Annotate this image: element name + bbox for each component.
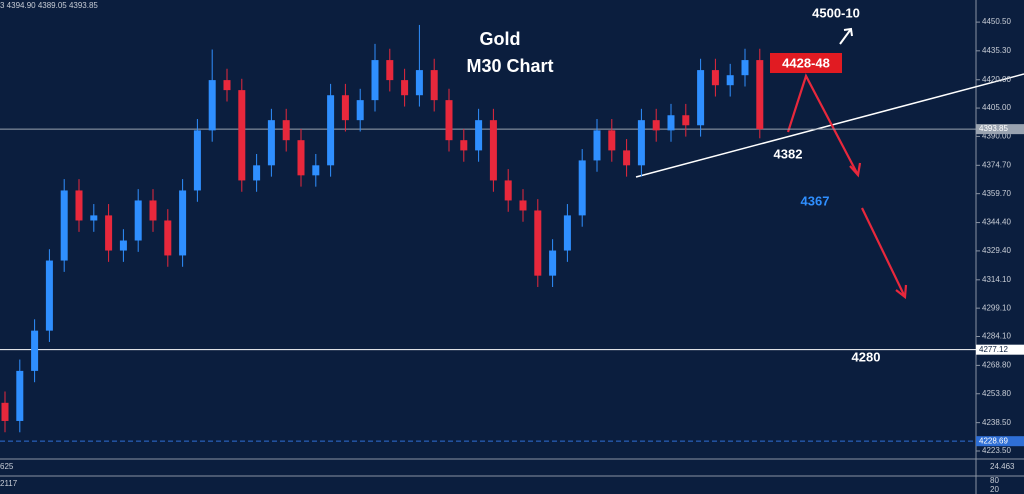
indicator-label: 24.463 bbox=[990, 462, 1015, 471]
candle-body bbox=[149, 200, 157, 221]
candle-body bbox=[504, 180, 512, 201]
candle-body bbox=[45, 260, 53, 331]
candle-body bbox=[460, 140, 468, 151]
y-tick-label: 4344.40 bbox=[982, 218, 1011, 227]
candle-body bbox=[327, 95, 335, 166]
level-box bbox=[976, 344, 1024, 355]
y-tick-label: 4450.50 bbox=[982, 17, 1011, 26]
candle-body bbox=[267, 120, 275, 166]
candle-body bbox=[756, 60, 764, 130]
candle-body bbox=[164, 220, 172, 256]
annotation: 4382 bbox=[774, 146, 803, 161]
y-tick-label: 4284.10 bbox=[982, 332, 1011, 341]
candle-body bbox=[430, 70, 438, 101]
candle-body bbox=[179, 190, 187, 256]
candle-body bbox=[341, 95, 349, 121]
candle-body bbox=[415, 70, 423, 96]
candle-body bbox=[282, 120, 290, 141]
y-tick-label: 4390.00 bbox=[982, 132, 1011, 141]
candle-body bbox=[489, 120, 497, 181]
candle-body bbox=[549, 250, 557, 276]
candle-body bbox=[637, 120, 645, 166]
candle-body bbox=[238, 90, 246, 181]
candle-body bbox=[119, 240, 127, 251]
candle-body bbox=[475, 120, 483, 151]
white-arrow bbox=[839, 27, 853, 45]
candle-body bbox=[75, 190, 83, 221]
indicator-label: 80 bbox=[990, 476, 999, 485]
red-arrow bbox=[786, 73, 859, 176]
annotation: 4428-48 bbox=[782, 55, 830, 70]
y-tick-label: 4359.70 bbox=[982, 189, 1011, 198]
level-label: 4228.69 bbox=[979, 436, 1008, 445]
candle-body bbox=[667, 115, 675, 131]
candle-body bbox=[726, 75, 734, 86]
candle-body bbox=[519, 200, 527, 211]
y-tick-label: 4223.50 bbox=[982, 446, 1011, 455]
candle-body bbox=[445, 100, 453, 141]
y-tick-label: 4374.70 bbox=[982, 160, 1011, 169]
level-label: 4277.12 bbox=[979, 345, 1008, 354]
annotation: 4367 bbox=[801, 193, 830, 208]
candle-body bbox=[563, 215, 571, 251]
candle-body bbox=[711, 70, 719, 86]
y-tick-label: 4299.10 bbox=[982, 303, 1011, 312]
annotation: 4280 bbox=[852, 349, 881, 364]
candle-body bbox=[1, 402, 9, 421]
annotation-box bbox=[770, 53, 842, 73]
y-tick-label: 4238.50 bbox=[982, 418, 1011, 427]
candle-body bbox=[356, 100, 364, 121]
y-tick-label: 4268.80 bbox=[982, 361, 1011, 370]
candle-body bbox=[682, 115, 690, 126]
level-box bbox=[976, 436, 1024, 447]
candle-body bbox=[208, 80, 216, 131]
candle-body bbox=[31, 330, 39, 371]
indicator-label: 20 bbox=[990, 485, 999, 494]
red-arrow bbox=[861, 207, 906, 298]
candle-body bbox=[90, 215, 98, 221]
chart-title: Gold bbox=[480, 29, 521, 49]
candle-body bbox=[312, 165, 320, 176]
annotation: 4500-10 bbox=[812, 5, 860, 20]
y-tick-label: 4329.40 bbox=[982, 246, 1011, 255]
indicator-label: 2117 bbox=[0, 479, 18, 488]
candle-body bbox=[134, 200, 142, 241]
arrows bbox=[786, 73, 908, 300]
candle-body bbox=[608, 130, 616, 151]
candle-body bbox=[593, 130, 601, 161]
arrow-head bbox=[895, 284, 908, 300]
chart-subtitle: M30 Chart bbox=[466, 56, 553, 76]
candle-body bbox=[60, 190, 68, 261]
candle-body bbox=[401, 80, 409, 96]
y-tick-label: 4314.10 bbox=[982, 275, 1011, 284]
indicator-label: 625 bbox=[0, 462, 14, 471]
arrow-head bbox=[849, 162, 862, 178]
candle-body bbox=[386, 60, 394, 81]
y-tick-label: 4435.30 bbox=[982, 46, 1011, 55]
candle-body bbox=[253, 165, 261, 181]
candle-body bbox=[193, 130, 201, 191]
candle-body bbox=[741, 60, 749, 76]
y-tick-label: 4420.00 bbox=[982, 75, 1011, 84]
candle-body bbox=[16, 370, 24, 421]
candle-body bbox=[578, 160, 586, 216]
candle-body bbox=[371, 60, 379, 101]
candle-body bbox=[297, 140, 305, 176]
candle-body bbox=[623, 150, 631, 166]
y-tick-label: 4253.80 bbox=[982, 389, 1011, 398]
y-tick-label: 4405.00 bbox=[982, 103, 1011, 112]
level-label: 4393.85 bbox=[979, 124, 1008, 133]
candle-body bbox=[697, 70, 705, 126]
candle-body bbox=[105, 215, 113, 251]
candle-body bbox=[223, 80, 231, 91]
candle-body bbox=[652, 120, 660, 131]
candle-body bbox=[534, 210, 542, 276]
level-box bbox=[976, 124, 1024, 135]
header: 3 4394.90 4389.05 4393.85 bbox=[0, 1, 98, 10]
trendline bbox=[635, 73, 1024, 178]
